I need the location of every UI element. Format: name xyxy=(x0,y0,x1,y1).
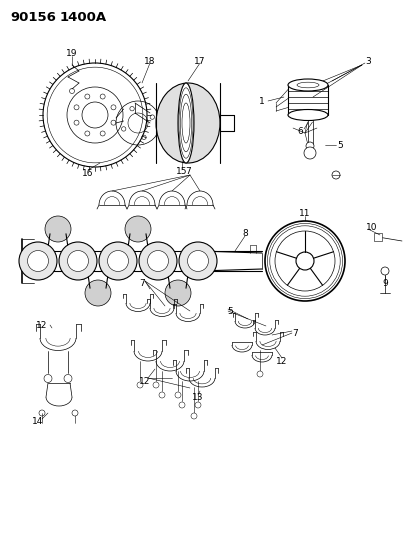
Circle shape xyxy=(303,147,315,159)
Circle shape xyxy=(19,242,57,280)
Circle shape xyxy=(159,392,165,398)
Circle shape xyxy=(295,252,313,270)
Text: 7: 7 xyxy=(139,279,145,287)
Circle shape xyxy=(99,242,137,280)
Circle shape xyxy=(331,171,339,179)
Circle shape xyxy=(264,221,344,301)
Circle shape xyxy=(256,371,262,377)
Circle shape xyxy=(147,251,168,271)
Text: 12: 12 xyxy=(275,357,287,366)
Circle shape xyxy=(178,402,185,408)
Text: 11: 11 xyxy=(299,208,310,217)
Ellipse shape xyxy=(287,109,327,120)
Text: 5: 5 xyxy=(227,306,232,316)
Circle shape xyxy=(72,410,78,416)
Circle shape xyxy=(305,142,313,150)
Text: 7: 7 xyxy=(292,328,297,337)
Circle shape xyxy=(175,392,180,398)
Text: 9: 9 xyxy=(381,279,387,287)
Circle shape xyxy=(125,216,151,242)
Circle shape xyxy=(107,251,128,271)
Text: 19: 19 xyxy=(66,49,78,58)
Text: 12: 12 xyxy=(139,376,150,385)
Text: 13: 13 xyxy=(192,393,203,402)
Text: 15: 15 xyxy=(176,166,188,175)
Text: 16: 16 xyxy=(82,168,93,177)
Circle shape xyxy=(153,382,159,388)
Text: 1400A: 1400A xyxy=(60,11,107,24)
Circle shape xyxy=(190,413,197,419)
Circle shape xyxy=(85,280,111,306)
Text: 14: 14 xyxy=(32,416,44,425)
Circle shape xyxy=(165,280,190,306)
Text: 18: 18 xyxy=(144,56,155,66)
Text: 7: 7 xyxy=(185,166,190,175)
Circle shape xyxy=(67,251,88,271)
Circle shape xyxy=(195,402,201,408)
Bar xyxy=(373,233,381,241)
Circle shape xyxy=(178,242,216,280)
Circle shape xyxy=(28,251,48,271)
Circle shape xyxy=(137,382,142,388)
Circle shape xyxy=(59,242,97,280)
Text: 10: 10 xyxy=(366,222,377,231)
Text: 3: 3 xyxy=(364,56,370,66)
Circle shape xyxy=(45,216,71,242)
Text: 1: 1 xyxy=(259,96,264,106)
Text: 12: 12 xyxy=(36,320,47,329)
Circle shape xyxy=(380,267,388,275)
Text: 6: 6 xyxy=(297,126,302,135)
Ellipse shape xyxy=(287,79,327,91)
Text: 5: 5 xyxy=(336,141,342,149)
Text: 8: 8 xyxy=(242,229,247,238)
Text: 17: 17 xyxy=(194,56,205,66)
Text: 90156: 90156 xyxy=(10,11,56,24)
Ellipse shape xyxy=(178,83,194,163)
Circle shape xyxy=(39,410,45,416)
Circle shape xyxy=(187,251,208,271)
Circle shape xyxy=(139,242,177,280)
Ellipse shape xyxy=(156,83,219,163)
